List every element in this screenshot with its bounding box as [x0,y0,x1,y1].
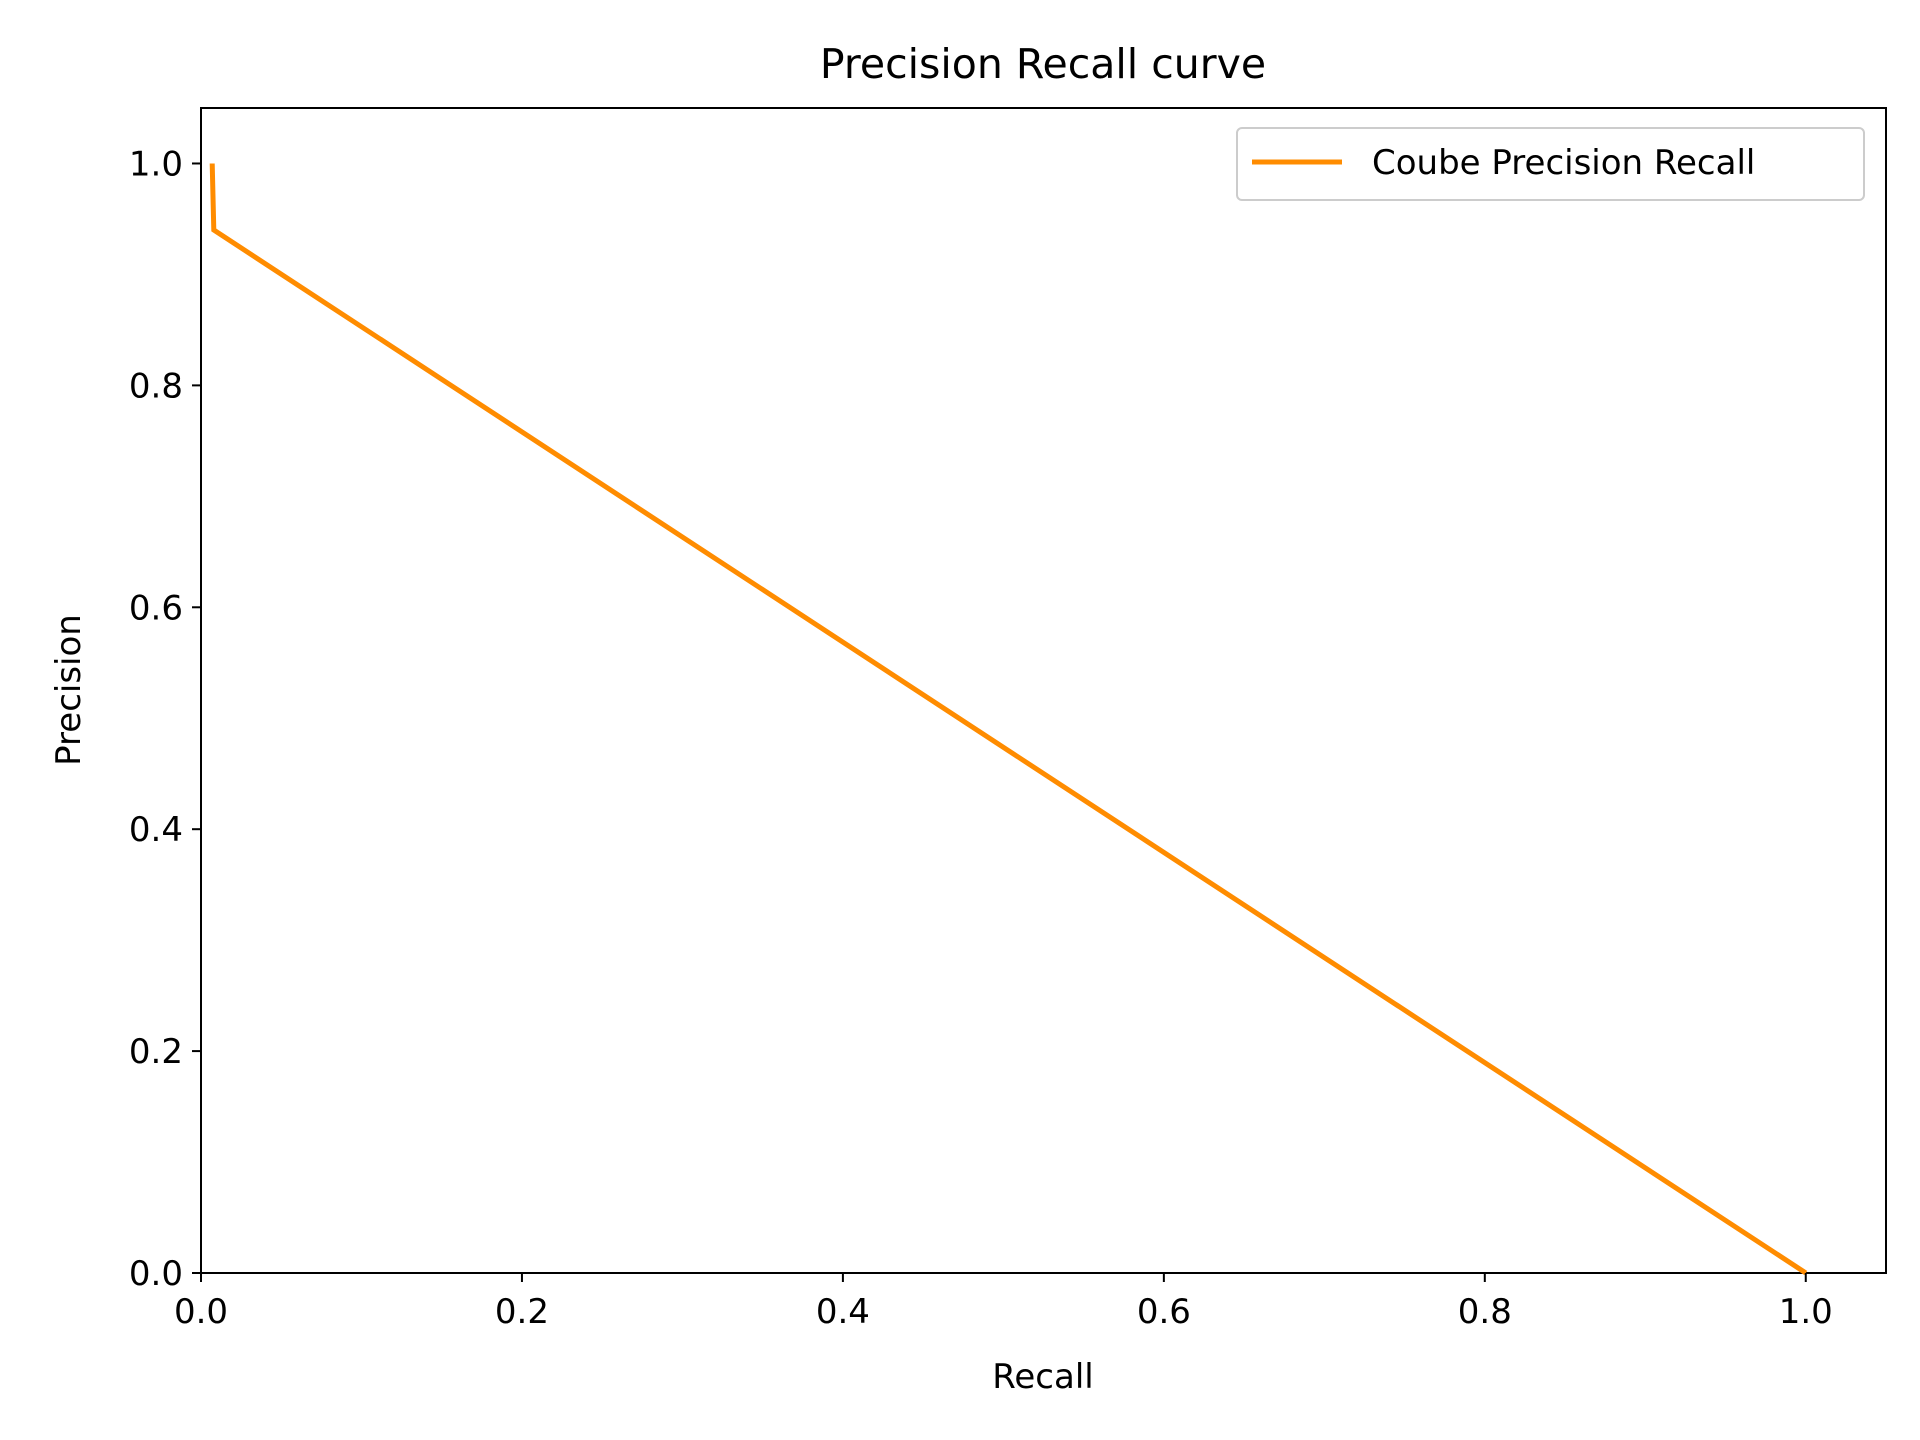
series-line-0 [209,163,1808,1276]
x-tick-label: 0.4 [816,1292,870,1332]
legend: Coube Precision Recall [1236,127,1865,201]
legend-frame [1236,127,1865,201]
x-tick-label: 0.6 [1137,1292,1191,1332]
y-tick-label: 0.4 [129,810,183,850]
x-tick-label: 0.8 [1458,1292,1512,1332]
y-tick-label: 0.2 [129,1032,183,1072]
x-tick-label: 1.0 [1779,1292,1833,1332]
x-axis-label: Recall [992,1357,1093,1397]
plot-frame [200,107,1887,1274]
chart-title: Precision Recall curve [820,40,1266,88]
y-axis-ticks: 0.0 0.2 0.4 0.6 0.8 1.0 [129,144,201,1294]
x-axis-ticks: 0.0 0.2 0.4 0.6 0.8 1.0 [174,1273,1833,1332]
y-tick-label: 0.8 [129,366,183,406]
plot-area [200,107,1887,1274]
legend-label-coube-precision-recall: Coube Precision Recall [1372,143,1755,183]
x-tick-label: 0.0 [174,1292,228,1332]
y-axis-label: Precision [49,614,89,766]
y-tick-label: 1.0 [129,144,183,184]
y-tick-label: 0.6 [129,588,183,628]
x-tick-label: 0.2 [495,1292,549,1332]
y-tick-label: 0.0 [129,1254,183,1294]
series-layer [209,163,1808,1276]
